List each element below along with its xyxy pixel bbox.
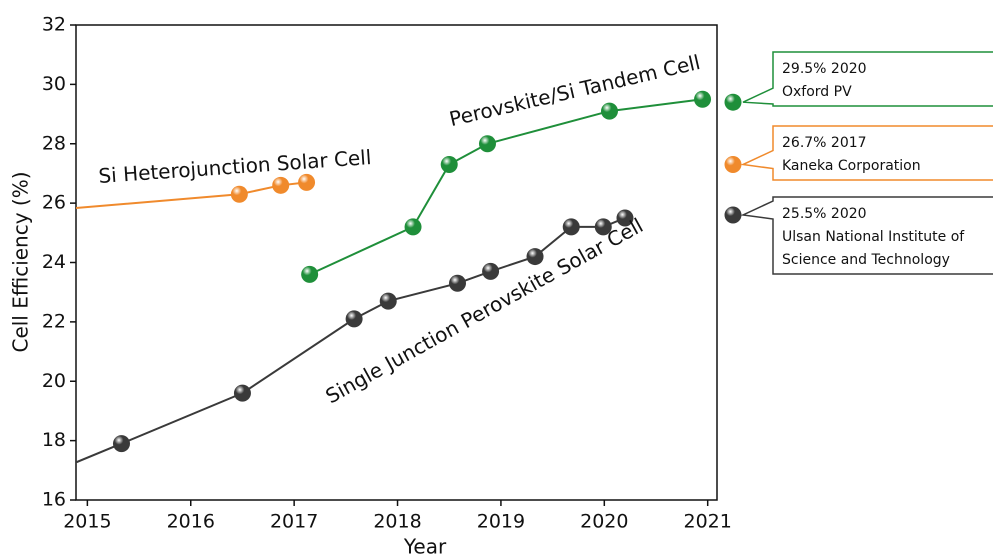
marker: [233, 384, 251, 402]
x-tick-label: 2017: [270, 511, 318, 533]
plot-frame: [75, 24, 718, 501]
marker: [594, 218, 612, 236]
y-axis-label: Cell Efficiency (%): [9, 171, 33, 352]
marker: [112, 435, 130, 453]
x-tick-label: 2015: [63, 511, 111, 533]
marker: [301, 265, 319, 283]
x-tick-label: 2019: [477, 511, 525, 533]
y-tick-label: 18: [42, 429, 66, 451]
y-tick-label: 22: [42, 310, 66, 332]
annotation-box: [740, 196, 993, 275]
marker: [600, 102, 618, 120]
marker: [694, 90, 712, 108]
marker: [345, 310, 363, 328]
series-label: Perovskite/Si Tandem Cell: [447, 50, 702, 131]
marker: [272, 176, 290, 194]
annotation-text: Kaneka Corporation: [782, 158, 921, 174]
series-label: Si Heterojunction Solar Cell: [98, 145, 372, 188]
marker: [404, 218, 422, 236]
annotation-box: [742, 51, 993, 107]
y-tick-label: 28: [42, 132, 66, 154]
y-tick-label: 26: [42, 192, 66, 214]
marker: [448, 274, 466, 292]
marker: [298, 173, 316, 191]
x-tick-label: 2018: [373, 511, 421, 533]
annotation-text: 26.7% 2017: [782, 135, 867, 151]
series-line: [76, 181, 307, 210]
marker: [379, 292, 397, 310]
x-tick-label: 2021: [684, 511, 732, 533]
x-tick-label: 2020: [580, 511, 628, 533]
y-tick-label: 32: [42, 14, 66, 36]
marker: [478, 135, 496, 153]
marker: [562, 218, 580, 236]
x-tick-label: 2016: [167, 511, 215, 533]
marker: [616, 209, 634, 227]
annotation-text: Ulsan National Institute of: [782, 229, 965, 245]
annotation-box: [740, 125, 993, 181]
y-tick-label: 24: [42, 251, 66, 273]
y-tick-label: 20: [42, 370, 66, 392]
annotation-text: Science and Technology: [782, 252, 950, 268]
annotation-marker: [724, 156, 742, 174]
marker: [38, 466, 55, 483]
marker: [440, 156, 458, 174]
annotation-marker: [724, 93, 742, 111]
x-axis-label: Year: [403, 535, 447, 558]
series-line: [309, 98, 703, 276]
y-tick-label: 30: [42, 73, 66, 95]
annotation-text: 29.5% 2020: [782, 61, 867, 77]
annotation-text: 25.5% 2020: [782, 206, 867, 222]
annotation-marker: [724, 206, 742, 224]
y-tick-label: 16: [42, 489, 66, 511]
marker: [230, 185, 248, 203]
annotation-text: Oxford PV: [782, 84, 852, 100]
marker: [482, 262, 500, 280]
plot-area: [38, 90, 712, 483]
marker: [526, 248, 544, 266]
